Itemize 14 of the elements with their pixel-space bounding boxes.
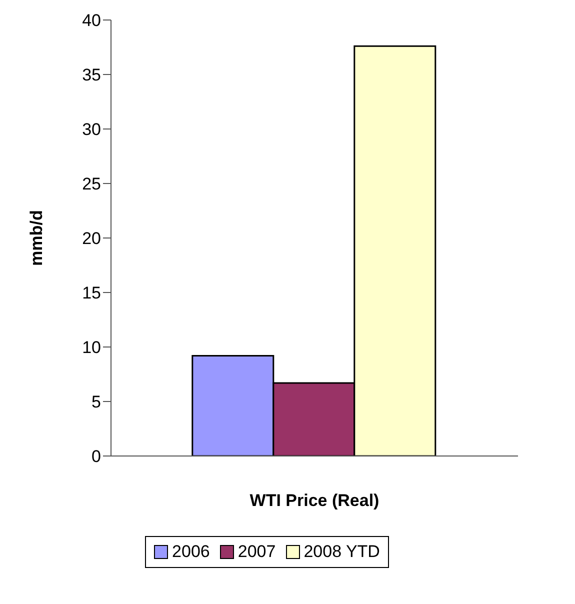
legend-label: 2008 YTD	[302, 542, 380, 562]
x-axis-title: WTI Price (Real)	[250, 491, 380, 510]
y-axis-title: mmb/d	[27, 210, 46, 266]
y-tick-label: 35	[82, 66, 101, 85]
legend-label: 2007	[236, 542, 276, 562]
y-tick-label: 5	[92, 392, 101, 412]
y-tick-label: 20	[82, 229, 101, 248]
legend-label: 2006	[171, 542, 210, 562]
y-tick-label: 10	[82, 338, 101, 358]
y-tick-label: 40	[82, 11, 101, 30]
y-tick-label: 30	[82, 120, 101, 140]
y-tick-label: 0	[92, 447, 101, 466]
y-tick-label: 15	[82, 284, 101, 303]
y-tick-label: 25	[82, 174, 101, 194]
